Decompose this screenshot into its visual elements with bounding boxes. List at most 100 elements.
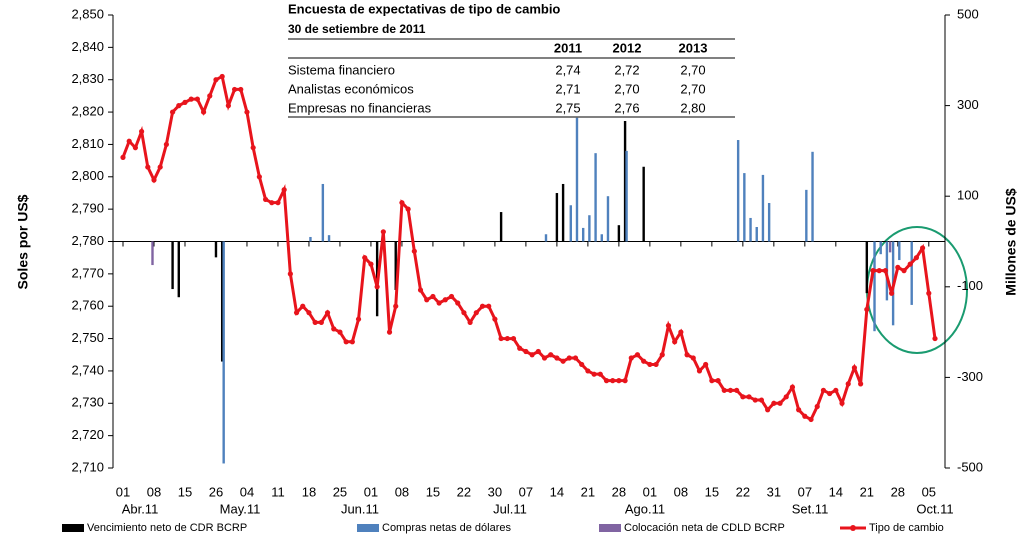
x-tick-label: 08	[395, 484, 409, 499]
line-marker	[864, 306, 870, 313]
line-marker	[504, 335, 510, 342]
line-marker	[554, 355, 560, 361]
line-marker	[833, 387, 839, 393]
line-marker	[603, 378, 610, 384]
line-marker	[727, 387, 734, 393]
y2-tick-label: -100	[957, 278, 983, 293]
line-marker	[238, 86, 244, 93]
bar	[394, 241, 397, 290]
line-marker	[455, 300, 461, 306]
line-marker	[845, 381, 851, 387]
line-marker	[281, 187, 287, 193]
bar	[642, 166, 645, 242]
line-marker	[814, 403, 820, 410]
line-marker	[225, 103, 231, 109]
line-marker	[287, 271, 293, 277]
bar	[214, 241, 218, 258]
line-marker	[244, 109, 250, 115]
line-marker	[721, 387, 727, 393]
x-tick-label: 21	[581, 484, 595, 499]
bar	[805, 189, 808, 242]
month-label: Set.11	[792, 501, 829, 516]
month-label: Jun.11	[341, 501, 379, 516]
bar	[873, 241, 876, 332]
line-marker	[529, 352, 535, 358]
line-marker	[293, 310, 300, 316]
line-marker	[362, 255, 368, 261]
bar	[898, 241, 901, 261]
line-marker	[548, 352, 554, 358]
line-marker	[399, 200, 405, 206]
line-marker	[541, 355, 548, 361]
line-marker	[696, 368, 703, 374]
y2-tick-label: -500	[957, 459, 983, 474]
bar	[888, 241, 892, 253]
legend: Vencimiento neto de CDR BCRP Compras neta…	[62, 522, 944, 534]
line-marker	[882, 268, 889, 274]
table-cell: 2,70	[680, 62, 705, 77]
bar	[761, 174, 765, 242]
x-tick-label: 07	[519, 484, 533, 499]
line-marker	[188, 96, 194, 102]
line-marker	[380, 229, 386, 235]
x-tick-label: 22	[736, 484, 750, 499]
line-marker	[231, 86, 238, 93]
y-tick-label: 2,820	[71, 104, 104, 119]
line-marker	[659, 352, 665, 358]
bar	[561, 183, 565, 242]
line-marker	[213, 77, 219, 83]
line-marker	[163, 141, 169, 148]
line-marker	[597, 371, 603, 377]
line-marker	[430, 293, 436, 300]
legend-label: Tipo de cambio	[869, 522, 944, 534]
line-marker	[368, 261, 374, 267]
line-marker	[126, 138, 132, 144]
table-row-label: Sistema financiero	[288, 62, 395, 77]
table-cell: 2,71	[555, 81, 580, 96]
line-marker	[219, 73, 225, 80]
line-marker	[132, 145, 138, 151]
line-marker	[591, 371, 597, 377]
line-marker	[634, 352, 641, 358]
bar	[327, 235, 331, 242]
month-label: Jul.11	[493, 501, 527, 516]
table-row-label: Empresas no financieras	[288, 100, 432, 115]
line-marker	[684, 352, 690, 358]
bar	[625, 150, 628, 242]
line-marker	[306, 310, 312, 316]
line-marker	[424, 297, 430, 303]
x-tick-label: 01	[116, 484, 130, 499]
line-marker	[473, 310, 479, 316]
y-tick-label: 2,710	[71, 459, 104, 474]
line-marker	[901, 268, 907, 274]
line-marker	[386, 329, 393, 335]
bar	[594, 153, 597, 242]
line-marker	[145, 164, 151, 170]
x-tick-label: 15	[705, 484, 719, 499]
x-tick-label: 30	[488, 484, 502, 499]
x-tick-label: 11	[271, 484, 285, 499]
line-marker	[374, 284, 380, 290]
x-tick-label: 31	[767, 484, 781, 499]
line-marker	[628, 355, 634, 361]
table-column: 2013	[679, 40, 708, 55]
legend-marker	[850, 525, 856, 531]
line-marker	[324, 310, 331, 316]
line-marker	[355, 316, 362, 322]
line-marker	[703, 361, 709, 368]
x-tick-label: 15	[426, 484, 440, 499]
legend-label: Compras netas de dólares	[382, 522, 512, 534]
line-marker	[616, 378, 622, 384]
line-marker	[250, 145, 256, 151]
bar	[736, 140, 740, 242]
bar	[220, 241, 224, 362]
line-marker	[858, 381, 864, 387]
table-column: 2012	[613, 40, 642, 55]
y2-tick-label: 300	[957, 97, 979, 112]
line-marker	[194, 96, 200, 102]
legend-swatch	[599, 524, 621, 532]
y-tick-label: 2,750	[71, 330, 104, 345]
line-marker	[349, 339, 355, 345]
bar	[749, 217, 752, 242]
bar	[309, 236, 312, 242]
